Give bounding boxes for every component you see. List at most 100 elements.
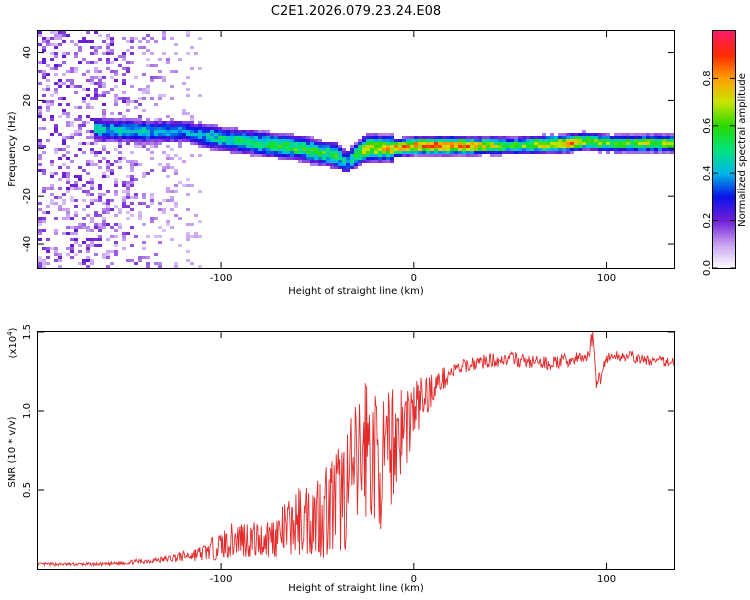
spectrogram-cell <box>618 139 622 142</box>
spectrogram-cell <box>518 139 522 142</box>
spectrogram-cell <box>330 166 334 169</box>
spectrogram-cell <box>538 139 542 142</box>
spectrogram-cell <box>638 139 642 142</box>
spectrogram-cell <box>130 136 134 139</box>
spectrogram-cell <box>82 208 86 211</box>
spectrogram-cell <box>134 130 138 133</box>
spectrogram-cell <box>126 259 130 262</box>
spectrogram-cell <box>94 163 98 166</box>
spectrogram-cell <box>266 148 270 151</box>
spectrogram-cell <box>426 148 430 151</box>
spectrogram-cell <box>106 238 110 241</box>
colorbar-cell <box>713 253 735 255</box>
spectrogram-cell <box>518 145 522 148</box>
spectrogram-cell <box>102 133 106 136</box>
spectrogram-cell <box>206 133 210 136</box>
spectrogram-cell <box>158 94 162 97</box>
spectrogram-cell <box>58 196 62 199</box>
spectrogram-cell <box>110 250 114 253</box>
spectrogram-cell <box>366 160 370 163</box>
colorbar-cell <box>713 191 735 193</box>
spectrogram-cell <box>426 145 430 148</box>
spectrogram-cell <box>102 85 106 88</box>
spectrogram-cell <box>98 136 102 139</box>
colorbar-label: Normalized spectral amplitude <box>737 73 748 227</box>
spectrogram-cell <box>130 130 134 133</box>
spectrogram-cell <box>170 199 174 202</box>
spectrogram-cell <box>302 139 306 142</box>
spectrogram-cell <box>166 175 170 178</box>
spectrogram-cell <box>194 232 198 235</box>
spectrogram-cell <box>154 253 158 256</box>
spectrogram-cell <box>94 142 98 145</box>
spectrogram-cell <box>594 136 598 139</box>
spectrogram-cell <box>586 133 590 136</box>
spectrogram-cell <box>538 136 542 139</box>
spectrogram-cell <box>50 175 54 178</box>
spectrogram-cell <box>90 136 94 139</box>
spectrogram-cell <box>310 157 314 160</box>
spectrogram-cell <box>146 127 150 130</box>
spectrogram-cell <box>150 193 154 196</box>
spectrogram-cell <box>202 145 206 148</box>
spectrogram-cell <box>114 160 118 163</box>
spectrogram-cell <box>294 136 298 139</box>
spectrogram-cell <box>450 148 454 151</box>
spectrogram-cell <box>130 46 134 49</box>
spectrogram-cell <box>154 235 158 238</box>
spectrogram-cell <box>126 49 130 52</box>
spectrogram-cell <box>390 151 394 154</box>
spectrogram-cell <box>210 142 214 145</box>
spectrogram-cell <box>58 166 62 169</box>
spectrogram-cell <box>506 148 510 151</box>
spectrogram-cell <box>194 133 198 136</box>
spectrogram-cell <box>114 121 118 124</box>
spectrogram-cell <box>622 133 626 136</box>
spectrogram-cell <box>290 136 294 139</box>
spectrogram-cell <box>394 154 398 157</box>
spectrogram-cell <box>478 139 482 142</box>
colorbar-cell <box>713 63 735 65</box>
spectrogram-cell <box>522 139 526 142</box>
spectrogram-cell <box>278 142 282 145</box>
spectrogram-cell <box>74 187 78 190</box>
spectrogram-cell <box>142 130 146 133</box>
spectrogram-cell <box>38 220 42 223</box>
spectrogram-cell <box>418 142 422 145</box>
spectrogram-cell <box>110 43 114 46</box>
spectrogram-cell <box>130 40 134 43</box>
spectrogram-cell <box>406 139 410 142</box>
spectrogram-cell <box>534 148 538 151</box>
spectrogram-cell <box>386 157 390 160</box>
spectrogram-cell <box>150 37 154 40</box>
spectrogram-cell <box>158 58 162 61</box>
spectrogram-cell <box>186 124 190 127</box>
spectrogram-cell <box>162 133 166 136</box>
spectrogram-cell <box>334 145 338 148</box>
spectrogram-cell <box>138 136 142 139</box>
spectrogram-cell <box>570 133 574 136</box>
spectrogram-cell <box>262 151 266 154</box>
spectrogram-cell <box>154 121 158 124</box>
spectrogram-cell <box>286 133 290 136</box>
spectrogram-cell <box>74 214 78 217</box>
spectrogram-cell <box>446 148 450 151</box>
spectrogram-cell <box>370 136 374 139</box>
spectrogram-cell <box>62 163 66 166</box>
spectrogram-cell <box>478 136 482 139</box>
spectrogram-cell <box>322 142 326 145</box>
spectrogram-cell <box>178 136 182 139</box>
spectrogram-cell <box>82 73 86 76</box>
colorbar-cell <box>713 49 735 51</box>
spectrogram-cell <box>390 160 394 163</box>
spectrogram-cell <box>614 142 618 145</box>
spectrogram-cell <box>506 139 510 142</box>
spectrogram-cell <box>114 148 118 151</box>
spectrogram-cell <box>126 118 130 121</box>
spectrogram-cell <box>62 40 66 43</box>
spectrogram-cell <box>94 151 98 154</box>
spectrogram-cell <box>622 148 626 151</box>
spectrogram-cell <box>102 220 106 223</box>
spectrogram-cell <box>138 139 142 142</box>
spectrogram-cell <box>58 79 62 82</box>
